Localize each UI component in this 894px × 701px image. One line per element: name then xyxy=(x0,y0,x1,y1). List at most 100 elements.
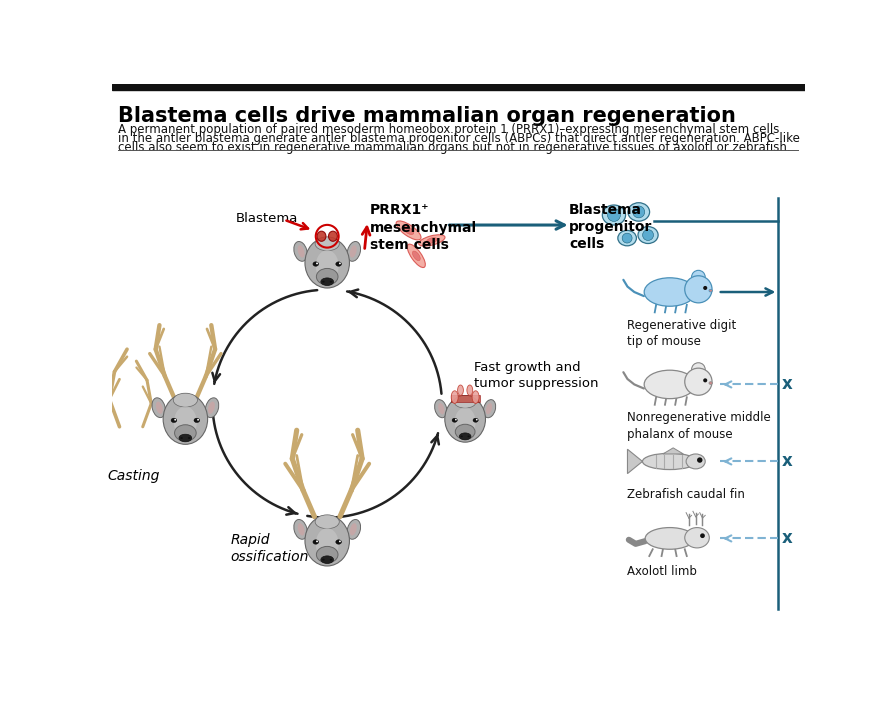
Ellipse shape xyxy=(316,268,338,285)
Ellipse shape xyxy=(460,435,463,437)
Circle shape xyxy=(608,209,620,222)
Ellipse shape xyxy=(347,242,360,261)
Circle shape xyxy=(316,540,318,543)
Ellipse shape xyxy=(467,385,473,395)
Ellipse shape xyxy=(618,231,637,246)
Ellipse shape xyxy=(188,437,190,439)
Text: Rapid
ossification: Rapid ossification xyxy=(231,533,308,564)
Ellipse shape xyxy=(336,540,342,544)
Circle shape xyxy=(692,362,705,376)
Ellipse shape xyxy=(194,418,199,423)
Ellipse shape xyxy=(347,519,360,539)
Circle shape xyxy=(692,271,705,284)
Ellipse shape xyxy=(418,235,445,246)
Ellipse shape xyxy=(438,403,444,414)
Text: Zebrafish caudal fin: Zebrafish caudal fin xyxy=(627,489,745,501)
Ellipse shape xyxy=(317,231,326,241)
Bar xyxy=(112,84,805,90)
Ellipse shape xyxy=(403,226,414,235)
Text: x: x xyxy=(782,452,793,470)
Ellipse shape xyxy=(179,434,191,442)
Ellipse shape xyxy=(328,231,337,241)
Text: Blastema: Blastema xyxy=(236,212,298,224)
Ellipse shape xyxy=(316,546,338,563)
Ellipse shape xyxy=(294,242,308,261)
Ellipse shape xyxy=(628,203,650,222)
Ellipse shape xyxy=(321,278,333,285)
Circle shape xyxy=(704,379,707,382)
Ellipse shape xyxy=(472,390,479,404)
Ellipse shape xyxy=(163,394,207,444)
Ellipse shape xyxy=(322,559,325,561)
Ellipse shape xyxy=(426,238,437,243)
Ellipse shape xyxy=(468,435,470,437)
Text: x: x xyxy=(782,529,793,547)
FancyBboxPatch shape xyxy=(453,421,477,438)
Ellipse shape xyxy=(321,556,333,564)
Ellipse shape xyxy=(452,418,458,422)
Ellipse shape xyxy=(412,251,420,261)
Text: PRRX1⁺
mesenchymal
stem cells: PRRX1⁺ mesenchymal stem cells xyxy=(370,203,477,252)
FancyBboxPatch shape xyxy=(173,421,198,440)
Ellipse shape xyxy=(645,370,696,399)
Circle shape xyxy=(174,418,176,421)
Ellipse shape xyxy=(709,290,713,292)
Ellipse shape xyxy=(473,418,478,422)
Text: Nonregenerative middle
phalanx of mouse: Nonregenerative middle phalanx of mouse xyxy=(627,411,771,441)
Ellipse shape xyxy=(173,393,198,407)
Ellipse shape xyxy=(181,437,183,439)
Ellipse shape xyxy=(330,281,333,283)
Ellipse shape xyxy=(305,238,350,288)
Text: Regenerative digit
tip of mouse: Regenerative digit tip of mouse xyxy=(627,319,737,348)
Text: x: x xyxy=(782,376,793,393)
Ellipse shape xyxy=(315,515,340,529)
Ellipse shape xyxy=(350,523,357,536)
Ellipse shape xyxy=(336,261,342,266)
Bar xyxy=(451,395,480,402)
Ellipse shape xyxy=(174,425,196,441)
Ellipse shape xyxy=(156,402,163,414)
Ellipse shape xyxy=(313,261,318,266)
Circle shape xyxy=(685,368,712,395)
Ellipse shape xyxy=(603,205,626,225)
Ellipse shape xyxy=(485,403,493,414)
Circle shape xyxy=(476,418,477,421)
Circle shape xyxy=(685,275,712,303)
Ellipse shape xyxy=(686,454,705,469)
Polygon shape xyxy=(663,448,683,454)
Ellipse shape xyxy=(638,226,658,243)
Text: Blastema
progenitor
cells: Blastema progenitor cells xyxy=(569,203,653,251)
Ellipse shape xyxy=(685,528,709,548)
Ellipse shape xyxy=(208,402,215,414)
Circle shape xyxy=(622,233,632,243)
Circle shape xyxy=(316,262,318,264)
FancyBboxPatch shape xyxy=(314,543,341,562)
Ellipse shape xyxy=(152,397,165,418)
Text: A permanent population of paired mesoderm homeobox protein 1 (PRRX1)–expressing : A permanent population of paired mesoder… xyxy=(118,123,780,135)
Ellipse shape xyxy=(484,400,495,418)
Ellipse shape xyxy=(350,245,357,257)
FancyBboxPatch shape xyxy=(314,264,341,283)
Text: Blastema cells drive mammalian organ regeneration: Blastema cells drive mammalian organ reg… xyxy=(118,106,736,125)
Ellipse shape xyxy=(294,519,308,539)
Circle shape xyxy=(704,286,707,290)
Ellipse shape xyxy=(643,454,697,470)
Circle shape xyxy=(633,206,645,218)
Ellipse shape xyxy=(206,397,219,418)
Ellipse shape xyxy=(171,418,177,423)
Ellipse shape xyxy=(445,396,485,442)
Ellipse shape xyxy=(315,237,340,251)
Ellipse shape xyxy=(709,382,713,384)
Polygon shape xyxy=(628,449,643,474)
Ellipse shape xyxy=(408,244,426,268)
Ellipse shape xyxy=(458,385,463,395)
Circle shape xyxy=(643,230,654,240)
Circle shape xyxy=(697,457,703,463)
Ellipse shape xyxy=(645,528,695,550)
Ellipse shape xyxy=(322,281,325,283)
Text: in the antler blastema generate antler blastema progenitor cells (ABPCs) that di: in the antler blastema generate antler b… xyxy=(118,132,800,145)
Circle shape xyxy=(198,418,199,421)
Text: Axolotl limb: Axolotl limb xyxy=(627,566,697,578)
Circle shape xyxy=(700,533,704,538)
Ellipse shape xyxy=(330,559,333,561)
